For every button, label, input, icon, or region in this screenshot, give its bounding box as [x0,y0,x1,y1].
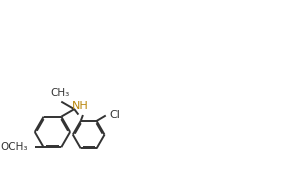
Text: Cl: Cl [110,110,121,120]
Text: NH: NH [72,101,89,111]
Text: CH₃: CH₃ [51,88,70,98]
Text: OCH₃: OCH₃ [0,142,28,152]
